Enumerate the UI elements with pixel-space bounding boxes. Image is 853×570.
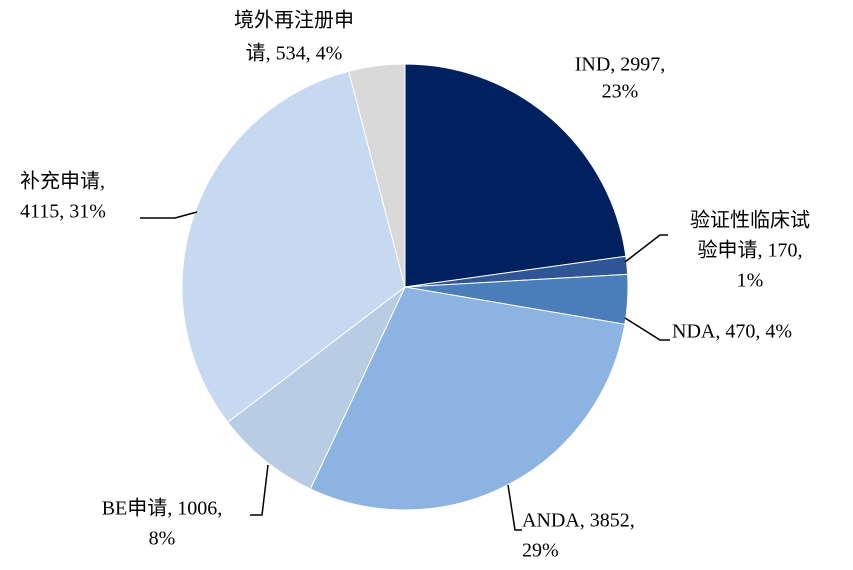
data-label: IND, 2997, — [575, 54, 666, 76]
leader-line — [140, 211, 198, 219]
data-label: 1% — [737, 270, 764, 292]
data-label: 29% — [522, 540, 559, 562]
pie-slice — [181, 70, 406, 423]
data-label: 请, 534, 4% — [246, 42, 343, 65]
data-label: 补充申请, — [20, 170, 105, 193]
data-label: BE申请, 1006, — [102, 497, 223, 520]
data-label: 验证性临床试 — [690, 209, 810, 232]
leader-line — [250, 464, 269, 516]
data-label: ANDA, 3852, — [522, 510, 635, 532]
leader-line — [624, 317, 670, 341]
leader-line — [624, 234, 668, 263]
data-label: 验申请, 170, — [698, 239, 803, 262]
data-label: 4115, 31% — [20, 201, 106, 223]
pie-slice — [309, 286, 626, 511]
pie-slice — [226, 286, 406, 490]
leader-line — [507, 484, 522, 531]
data-label: NDA, 470, 4% — [672, 321, 792, 343]
pie-slice — [348, 63, 406, 288]
data-label: 8% — [149, 528, 176, 550]
data-label: 23% — [602, 81, 639, 103]
data-label: 境外再注册申 — [234, 9, 354, 32]
pie-slice — [404, 63, 627, 288]
